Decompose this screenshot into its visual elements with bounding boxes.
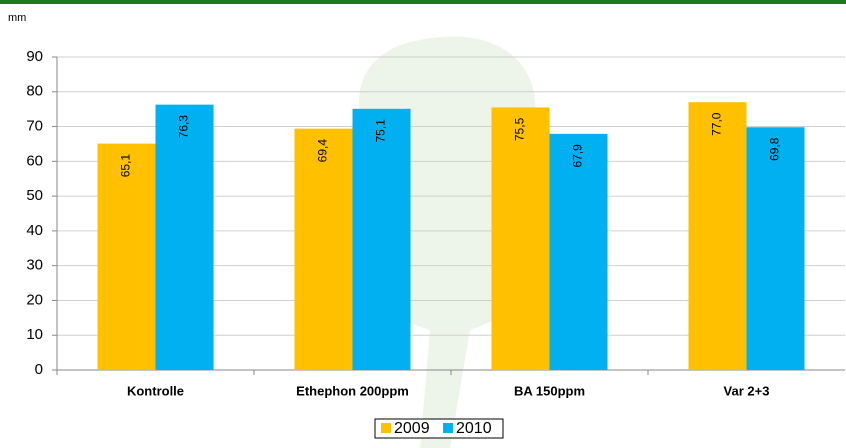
y-tick-label: 10	[26, 326, 43, 343]
bar	[688, 102, 747, 370]
value-label: 69,8	[768, 137, 782, 161]
y-tick-label: 50	[26, 187, 43, 204]
value-label: 65,1	[119, 154, 133, 178]
y-axis-unit: mm	[8, 12, 26, 24]
y-tick-label: 0	[35, 361, 43, 378]
y-tick-label: 40	[26, 222, 43, 239]
x-tick-label: Kontrolle	[127, 383, 184, 398]
legend-swatch	[381, 423, 391, 433]
value-label: 69,4	[316, 139, 330, 163]
value-label: 75,5	[513, 117, 527, 141]
y-tick-label: 20	[26, 291, 43, 308]
bar	[352, 108, 411, 371]
bar	[549, 133, 608, 370]
legend-box	[374, 418, 504, 439]
y-tick-label: 60	[26, 152, 43, 169]
bar	[155, 104, 214, 370]
bar	[746, 127, 805, 370]
value-label: 76,3	[177, 115, 191, 139]
value-label: 67,9	[571, 144, 585, 168]
x-tick-label: Var 2+3	[724, 383, 770, 398]
y-tick-label: 90	[26, 48, 43, 65]
bar	[97, 143, 156, 370]
y-tick-label: 80	[26, 83, 43, 100]
x-tick-label: Ethephon 200ppm	[296, 383, 409, 398]
value-label: 77,0	[710, 112, 724, 136]
top-bar	[0, 0, 846, 4]
bar	[491, 107, 550, 370]
x-tick-label: BA 150ppm	[514, 383, 585, 398]
value-label: 75,1	[374, 119, 388, 143]
y-tick-label: 70	[26, 118, 43, 135]
legend-swatch	[443, 423, 453, 433]
bar	[294, 128, 353, 370]
legend-label: 2010	[456, 420, 492, 437]
legend-label: 2009	[394, 420, 430, 437]
y-tick-label: 30	[26, 257, 43, 274]
